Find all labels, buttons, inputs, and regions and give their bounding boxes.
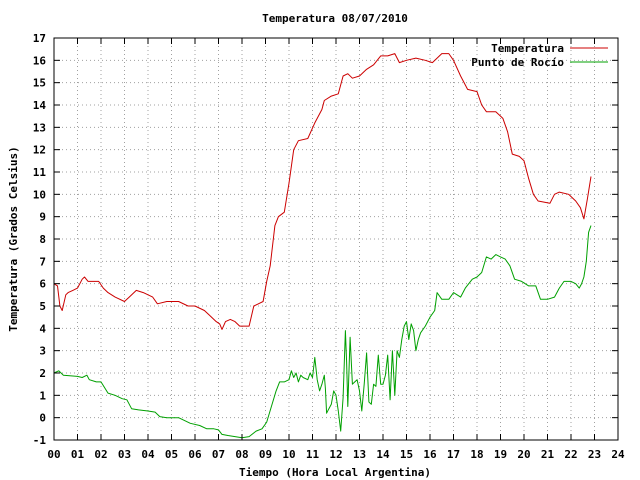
x-tick-label: 13: [353, 448, 366, 461]
x-tick-label: 22: [564, 448, 577, 461]
x-tick-label: 03: [118, 448, 131, 461]
y-tick-label: 8: [39, 233, 46, 246]
y-tick-label: 2: [39, 367, 46, 380]
y-tick-label: 5: [39, 300, 46, 313]
legend: Temperatura Punto de Rocío: [471, 42, 608, 69]
y-tick-label: 1: [39, 389, 46, 402]
y-tick-label: 9: [39, 211, 46, 224]
y-tick-label: -1: [33, 434, 47, 447]
x-tick-label: 06: [188, 448, 202, 461]
x-tick-label: 11: [306, 448, 320, 461]
x-tick-label: 05: [165, 448, 178, 461]
y-tick-label: 17: [33, 32, 46, 45]
y-tick-label: 3: [39, 345, 46, 358]
x-tick-label: 17: [447, 448, 460, 461]
x-tick-label: 15: [400, 448, 413, 461]
x-tick-label: 04: [141, 448, 155, 461]
x-tick-label: 18: [470, 448, 483, 461]
y-tick-label: 6: [39, 278, 46, 291]
y-tick-label: 10: [33, 188, 46, 201]
grid: [54, 38, 618, 440]
x-tick-label: 09: [259, 448, 272, 461]
y-tick-label: 0: [39, 412, 46, 425]
y-tick-label: 7: [39, 255, 46, 268]
y-tick-label: 13: [33, 121, 46, 134]
legend-label-temperatura: Temperatura: [491, 42, 564, 55]
y-tick-label: 14: [33, 99, 47, 112]
y-axis-label: Temperatura (Grados Celsius): [7, 146, 20, 331]
x-tick-label: 19: [494, 448, 507, 461]
legend-label-punto-de-rocio: Punto de Rocío: [471, 56, 564, 69]
x-tick-label: 12: [329, 448, 342, 461]
y-tick-label: 16: [33, 54, 47, 67]
y-tick-label: 11: [33, 166, 47, 179]
x-tick-label: 20: [517, 448, 530, 461]
x-tick-label: 21: [541, 448, 555, 461]
x-tick-label: 00: [47, 448, 60, 461]
chart-title: Temperatura 08/07/2010: [262, 12, 408, 25]
series-line-temperatura: [53, 53, 592, 330]
x-tick-label: 08: [235, 448, 248, 461]
axis-ticks: 00 01 02 03 04 05 06 07 08 09 10 11 12 13 14 15 16 17 18 19…: [33, 32, 625, 461]
x-tick-label: 23: [588, 448, 601, 461]
series-group: [53, 53, 592, 439]
x-tick-label: 14: [376, 448, 390, 461]
x-tick-label: 01: [71, 448, 85, 461]
x-tick-label: 10: [282, 448, 295, 461]
x-axis-label: Tiempo (Hora Local Argentina): [239, 466, 431, 479]
y-tick-label: 4: [39, 322, 46, 335]
x-tick-label: 07: [212, 448, 225, 461]
x-tick-label: 24: [611, 448, 625, 461]
y-tick-label: 15: [33, 77, 46, 90]
y-tick-label: 12: [33, 144, 46, 157]
x-tick-label: 16: [423, 448, 437, 461]
x-tick-label: 02: [94, 448, 107, 461]
series-line-punto-de-rocio: [53, 225, 592, 439]
